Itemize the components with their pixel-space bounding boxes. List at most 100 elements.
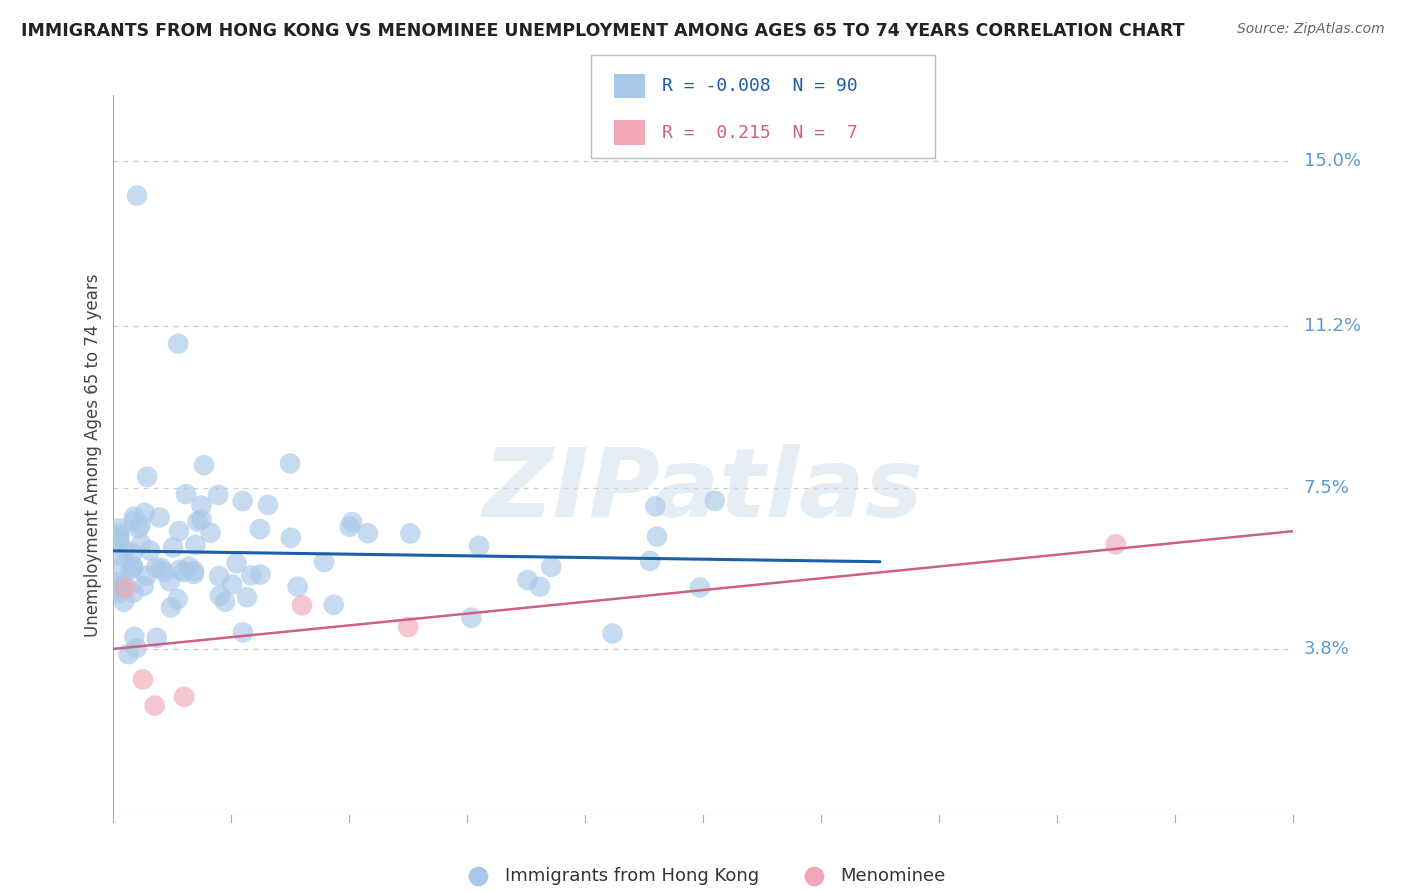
Legend: Immigrants from Hong Kong, Menominee: Immigrants from Hong Kong, Menominee (453, 859, 953, 892)
Point (249, 522, 271, 536)
Point (112, 595, 135, 609)
Point (638, 554, 661, 568)
Point (167, 336, 190, 351)
Point (225, 556, 247, 570)
Point (108, 580, 131, 594)
Point (136, 469, 159, 483)
Point (200, 525, 222, 540)
Point (287, 580, 309, 594)
Point (114, 581, 136, 595)
Point (221, 577, 243, 591)
Point (173, 565, 195, 579)
Point (129, 537, 152, 551)
Point (121, 546, 143, 560)
Text: IMMIGRANTS FROM HONG KONG VS MENOMINEE UNEMPLOYMENT AMONG AGES 65 TO 74 YEARS CO: IMMIGRANTS FROM HONG KONG VS MENOMINEE U… (21, 22, 1185, 40)
Text: 11.2%: 11.2% (1303, 318, 1361, 335)
Point (173, 690, 195, 704)
Point (108, 549, 131, 563)
Point (208, 569, 231, 583)
Point (108, 530, 131, 544)
Point (399, 526, 422, 541)
Point (689, 581, 711, 595)
Point (703, 493, 725, 508)
Point (186, 515, 208, 529)
Point (162, 541, 184, 555)
Text: 15.0%: 15.0% (1303, 152, 1361, 169)
Point (249, 567, 271, 582)
Point (183, 566, 205, 581)
Point (132, 579, 155, 593)
Point (108, 583, 131, 598)
Point (340, 515, 363, 529)
Point (110, 561, 132, 575)
Point (169, 563, 191, 577)
Point (114, 578, 136, 592)
Point (124, 630, 146, 644)
Point (121, 558, 143, 573)
Point (396, 620, 419, 634)
Point (190, 513, 212, 527)
Point (540, 559, 562, 574)
Point (108, 526, 131, 541)
Point (236, 590, 259, 604)
Text: R =  0.215  N =  7: R = 0.215 N = 7 (662, 124, 858, 142)
Point (108, 532, 131, 546)
Point (139, 543, 162, 558)
Point (122, 509, 145, 524)
Point (232, 494, 254, 508)
Point (468, 539, 491, 553)
Point (125, 641, 148, 656)
Point (134, 506, 156, 520)
Point (232, 625, 254, 640)
Point (516, 573, 538, 587)
Point (314, 555, 336, 569)
Point (152, 565, 174, 579)
Point (339, 520, 361, 534)
Point (190, 499, 212, 513)
Point (132, 673, 155, 687)
Point (114, 542, 136, 557)
Point (120, 562, 142, 576)
Point (145, 560, 167, 574)
Point (122, 585, 145, 599)
Point (128, 521, 150, 535)
Point (145, 631, 167, 645)
Point (183, 564, 205, 578)
Point (644, 500, 666, 514)
Point (177, 559, 200, 574)
Point (135, 569, 157, 583)
Point (108, 580, 131, 594)
Point (214, 595, 236, 609)
Point (167, 524, 190, 538)
Point (129, 518, 152, 533)
Point (125, 188, 148, 202)
Point (1105, 537, 1128, 551)
Point (207, 488, 229, 502)
Point (280, 531, 302, 545)
Point (122, 514, 145, 528)
Point (602, 626, 624, 640)
Point (122, 561, 145, 575)
Point (166, 592, 188, 607)
Point (159, 574, 181, 589)
Point (193, 458, 215, 472)
Point (322, 598, 344, 612)
Point (208, 589, 231, 603)
Point (460, 610, 482, 624)
Text: ZIPatlas: ZIPatlas (482, 444, 924, 537)
Point (174, 487, 197, 501)
Point (108, 521, 131, 535)
Point (357, 526, 380, 541)
Point (291, 599, 314, 613)
Point (184, 538, 207, 552)
Point (278, 457, 301, 471)
Text: Source: ZipAtlas.com: Source: ZipAtlas.com (1237, 22, 1385, 37)
Point (143, 698, 166, 713)
Point (117, 647, 139, 661)
Point (160, 600, 183, 615)
Point (240, 568, 263, 582)
Point (108, 574, 131, 589)
Point (645, 530, 668, 544)
Point (150, 561, 173, 575)
Point (529, 580, 551, 594)
